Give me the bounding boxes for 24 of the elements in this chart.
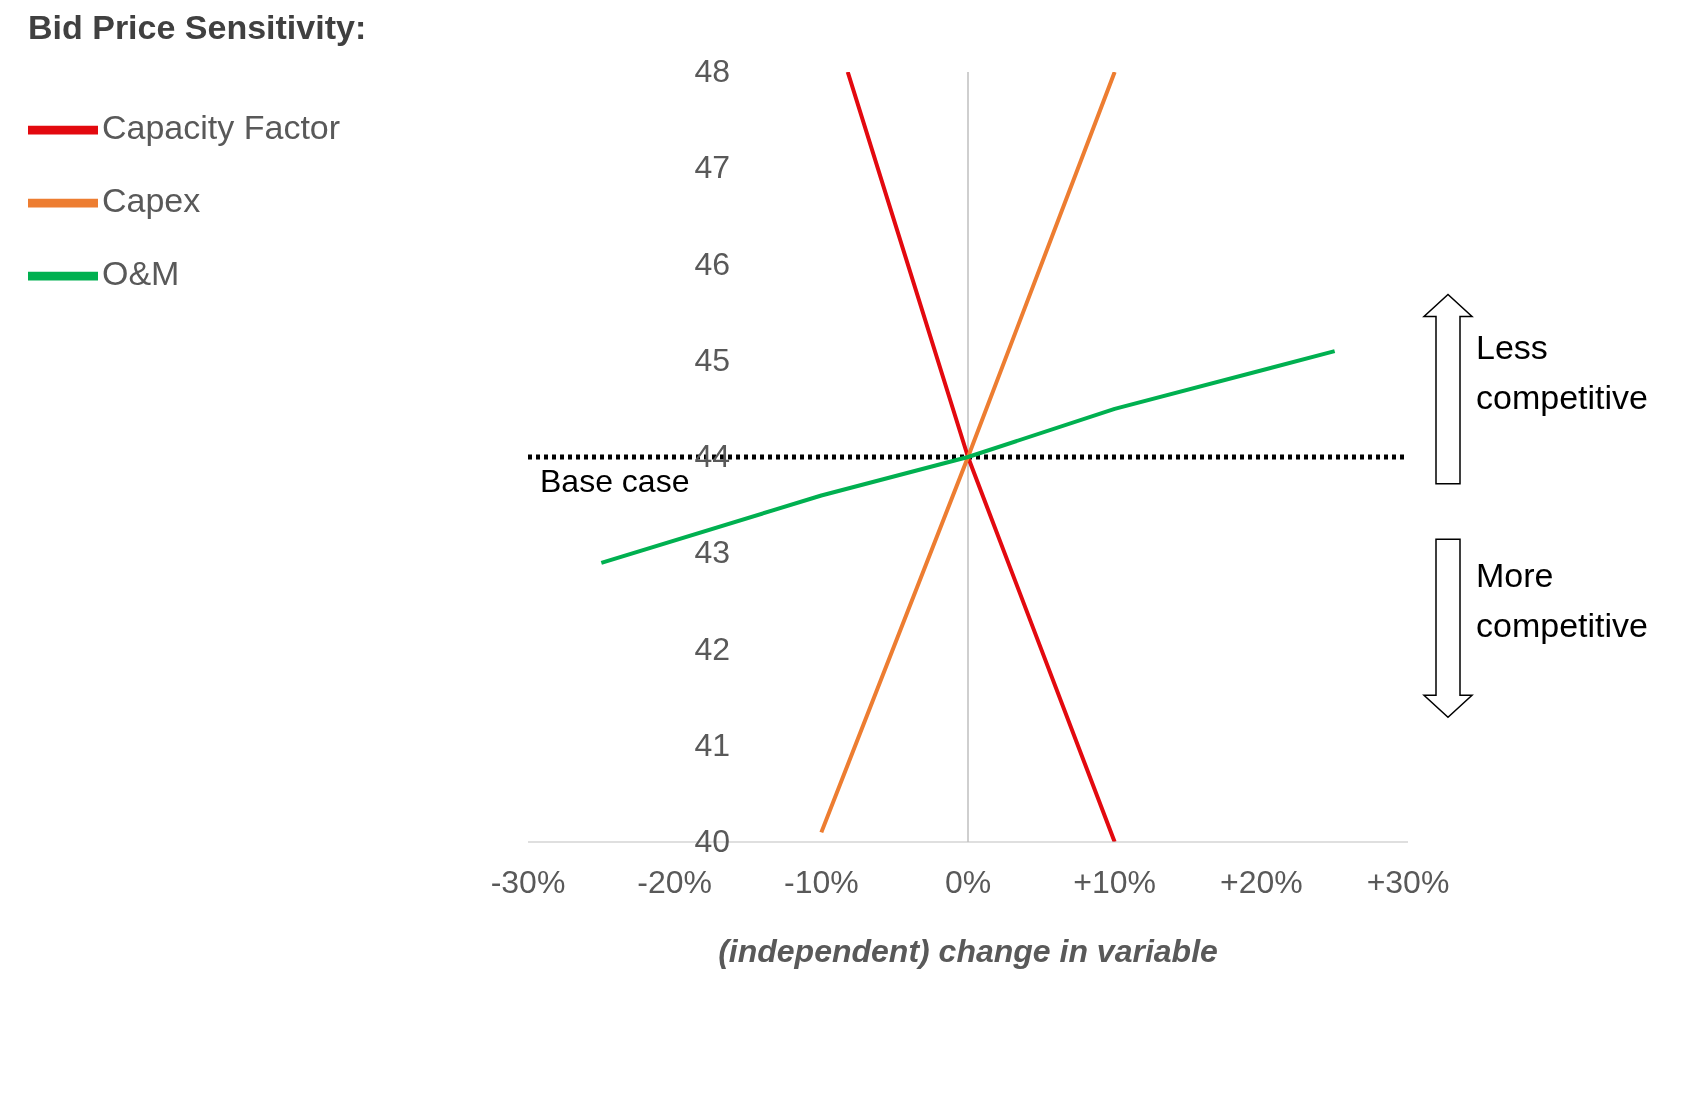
x-tick-label: -20%	[637, 863, 713, 900]
x-tick-label: +30%	[1366, 863, 1450, 900]
text: More competitive	[1476, 555, 1649, 647]
y-tick-label: 45	[694, 341, 730, 378]
y-tick-label: 47	[694, 149, 730, 186]
text: Less competitive	[1476, 327, 1649, 419]
legend-label: Capacity Factor	[102, 108, 341, 146]
ref-line-label: Base case	[540, 462, 690, 499]
y-tick-label: 40	[694, 823, 730, 859]
y-tick-label: 46	[694, 245, 730, 282]
x-tick-label: -30%	[490, 863, 566, 900]
x-tick-label: -10%	[783, 863, 859, 900]
legend-label: O&M	[102, 254, 180, 293]
x-tick-label: +20%	[1219, 863, 1303, 900]
y-tick-label: 41	[694, 726, 730, 763]
legend-label: Capex	[102, 181, 201, 220]
x-axis-title: (independent) change in variable	[718, 933, 1218, 969]
x-tick-label: 0%	[944, 863, 992, 900]
text: Bid Price Sensitivity:	[28, 8, 368, 48]
y-tick-label: 44	[694, 438, 730, 474]
y-tick-label: 42	[694, 630, 730, 667]
y-tick-label: 48	[694, 53, 730, 89]
x-tick-label: +10%	[1073, 863, 1157, 900]
y-tick-label: 43	[694, 534, 730, 571]
